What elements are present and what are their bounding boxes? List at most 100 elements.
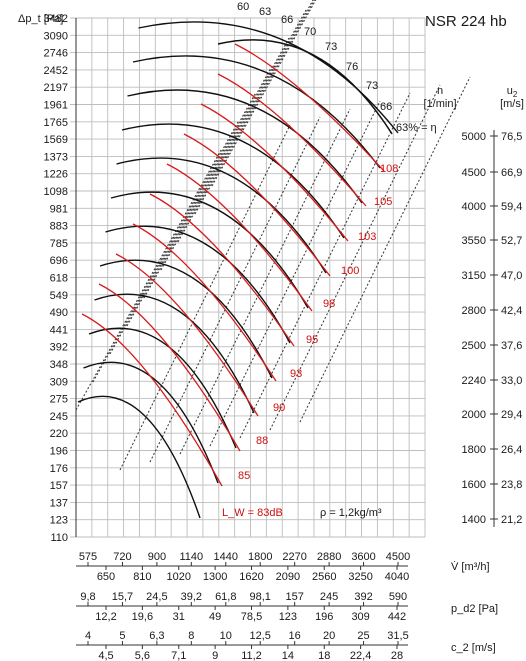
range-line — [179, 108, 351, 455]
y-tick-label: 110 — [50, 532, 68, 544]
n-tick-label: 1600 — [462, 479, 486, 491]
u-tick-label: 66,9 — [501, 167, 522, 179]
c2-bottom-label: 4,5 — [98, 650, 113, 661]
n-tick-label: 2000 — [462, 409, 486, 421]
pd2-bottom-label: 123 — [279, 611, 297, 623]
efficiency-label: 66 — [380, 101, 392, 113]
n-tick-label: 1400 — [462, 514, 486, 526]
pd2-bottom-label: 49 — [209, 611, 221, 623]
sound-line — [149, 193, 295, 347]
c2-bottom-label: 5,6 — [135, 650, 150, 661]
y-tick-label: 309 — [50, 376, 68, 388]
sound-line — [81, 313, 223, 487]
sound-line — [115, 253, 259, 417]
y-tick-label: 490 — [50, 307, 68, 319]
sound-label: 100 — [341, 265, 359, 277]
sound-level-lines — [81, 43, 385, 487]
volume-bottom-label: 2560 — [312, 571, 336, 583]
sound-label: 85 — [238, 470, 250, 482]
u-tick-label: 29,4 — [501, 409, 522, 421]
sound-line — [98, 283, 241, 452]
sound-line — [166, 163, 313, 312]
volume-top-label: 720 — [113, 551, 131, 563]
pd2-bottom-label: 19,6 — [132, 611, 153, 623]
pd2-top-label: 61,8 — [215, 591, 236, 603]
range-line — [177, 0, 314, 243]
volume-bottom-label: 650 — [97, 571, 115, 583]
c2-top-label: 10 — [220, 630, 232, 642]
c2-bottom-label: 9 — [212, 650, 218, 661]
y-tick-label: 883 — [50, 221, 68, 233]
x-axis-label-pd2: p_d2 [Pa] — [451, 603, 498, 615]
volume-top-label: 900 — [148, 551, 166, 563]
volume-bottom-label: 1300 — [203, 571, 227, 583]
speed-curve — [138, 21, 399, 134]
n-tick-label: 5000 — [462, 131, 486, 143]
range-line — [209, 100, 381, 447]
y-tick-label: 981 — [50, 203, 68, 215]
sound-label: 88 — [256, 435, 268, 447]
efficiency-label: 63% = η — [396, 122, 437, 134]
right-n-label-2: [1/min] — [423, 98, 456, 110]
c2-bottom-label: 18 — [318, 650, 330, 661]
pd2-bottom-label: 442 — [388, 611, 406, 623]
y-tick-label: 123 — [50, 515, 68, 527]
n-tick-label: 2500 — [462, 340, 486, 352]
pd2-top-label: 590 — [389, 591, 407, 603]
c2-bottom-label: 28 — [391, 650, 403, 661]
sound-label: 93 — [290, 368, 302, 380]
y-tick-label: 785 — [50, 238, 68, 250]
sound-line — [183, 133, 331, 277]
u-tick-label: 47,0 — [501, 270, 522, 282]
volume-bottom-label: 1620 — [239, 571, 263, 583]
sound-line — [234, 43, 385, 172]
y-tick-label: 1226 — [44, 169, 68, 181]
volume-top-label: 3600 — [351, 551, 375, 563]
pd2-top-label: 9,8 — [80, 591, 95, 603]
pd2-top-label: 157 — [285, 591, 303, 603]
efficiency-label: 73 — [325, 41, 337, 53]
range-line — [126, 65, 273, 327]
envelope-curve — [217, 39, 393, 135]
pd2-top-label: 392 — [354, 591, 372, 603]
speed-curve — [105, 225, 291, 344]
pd2-top-label: 15,7 — [112, 591, 133, 603]
volume-bottom-label: 2090 — [276, 571, 300, 583]
pd2-bottom-label: 31 — [173, 611, 185, 623]
c2-top-label: 6,3 — [149, 630, 164, 642]
u-tick-label: 37,6 — [501, 340, 522, 352]
x-axis-label-c2: c_2 [m/s] — [451, 642, 496, 654]
efficiency-label: 63 — [259, 6, 271, 18]
y-tick-label: 1098 — [44, 186, 68, 198]
c2-top-label: 31,5 — [387, 630, 408, 642]
n-tick-label: 4000 — [462, 201, 486, 213]
y-tick-label: 157 — [50, 480, 68, 492]
y-tick-label: 618 — [50, 273, 68, 285]
c2-bottom-label: 7,1 — [171, 650, 186, 661]
pd2-bottom-label: 78,5 — [241, 611, 262, 623]
sound-label: 105 — [374, 196, 392, 208]
sound-line — [132, 223, 277, 382]
y-tick-label: 196 — [50, 446, 68, 458]
sound-label: 90 — [273, 402, 285, 414]
volume-bottom-label: 4040 — [385, 571, 409, 583]
u-tick-label: 33,0 — [501, 375, 522, 387]
u-tick-label: 21,2 — [501, 514, 522, 526]
efficiency-label: 70 — [304, 26, 316, 38]
speed-curves — [77, 21, 399, 519]
speed-curve — [132, 55, 381, 169]
speed-curve — [99, 259, 273, 379]
u-tick-label: 59,4 — [501, 201, 522, 213]
range-line — [160, 9, 307, 271]
y-tick-label: 245 — [50, 411, 68, 423]
u-tick-label: 26,4 — [501, 444, 522, 456]
sound-prefix-label: L_W = 83dB — [222, 507, 283, 519]
y-tick-label: 392 — [50, 342, 68, 354]
volume-top-label: 1800 — [248, 551, 272, 563]
y-tick-label: 137 — [50, 497, 68, 509]
speed-curve — [83, 361, 219, 484]
efficiency-label: 73 — [366, 80, 378, 92]
labels: 3482309027462452219719611765156913731226… — [44, 1, 523, 661]
n-tick-label: 2800 — [462, 305, 486, 317]
